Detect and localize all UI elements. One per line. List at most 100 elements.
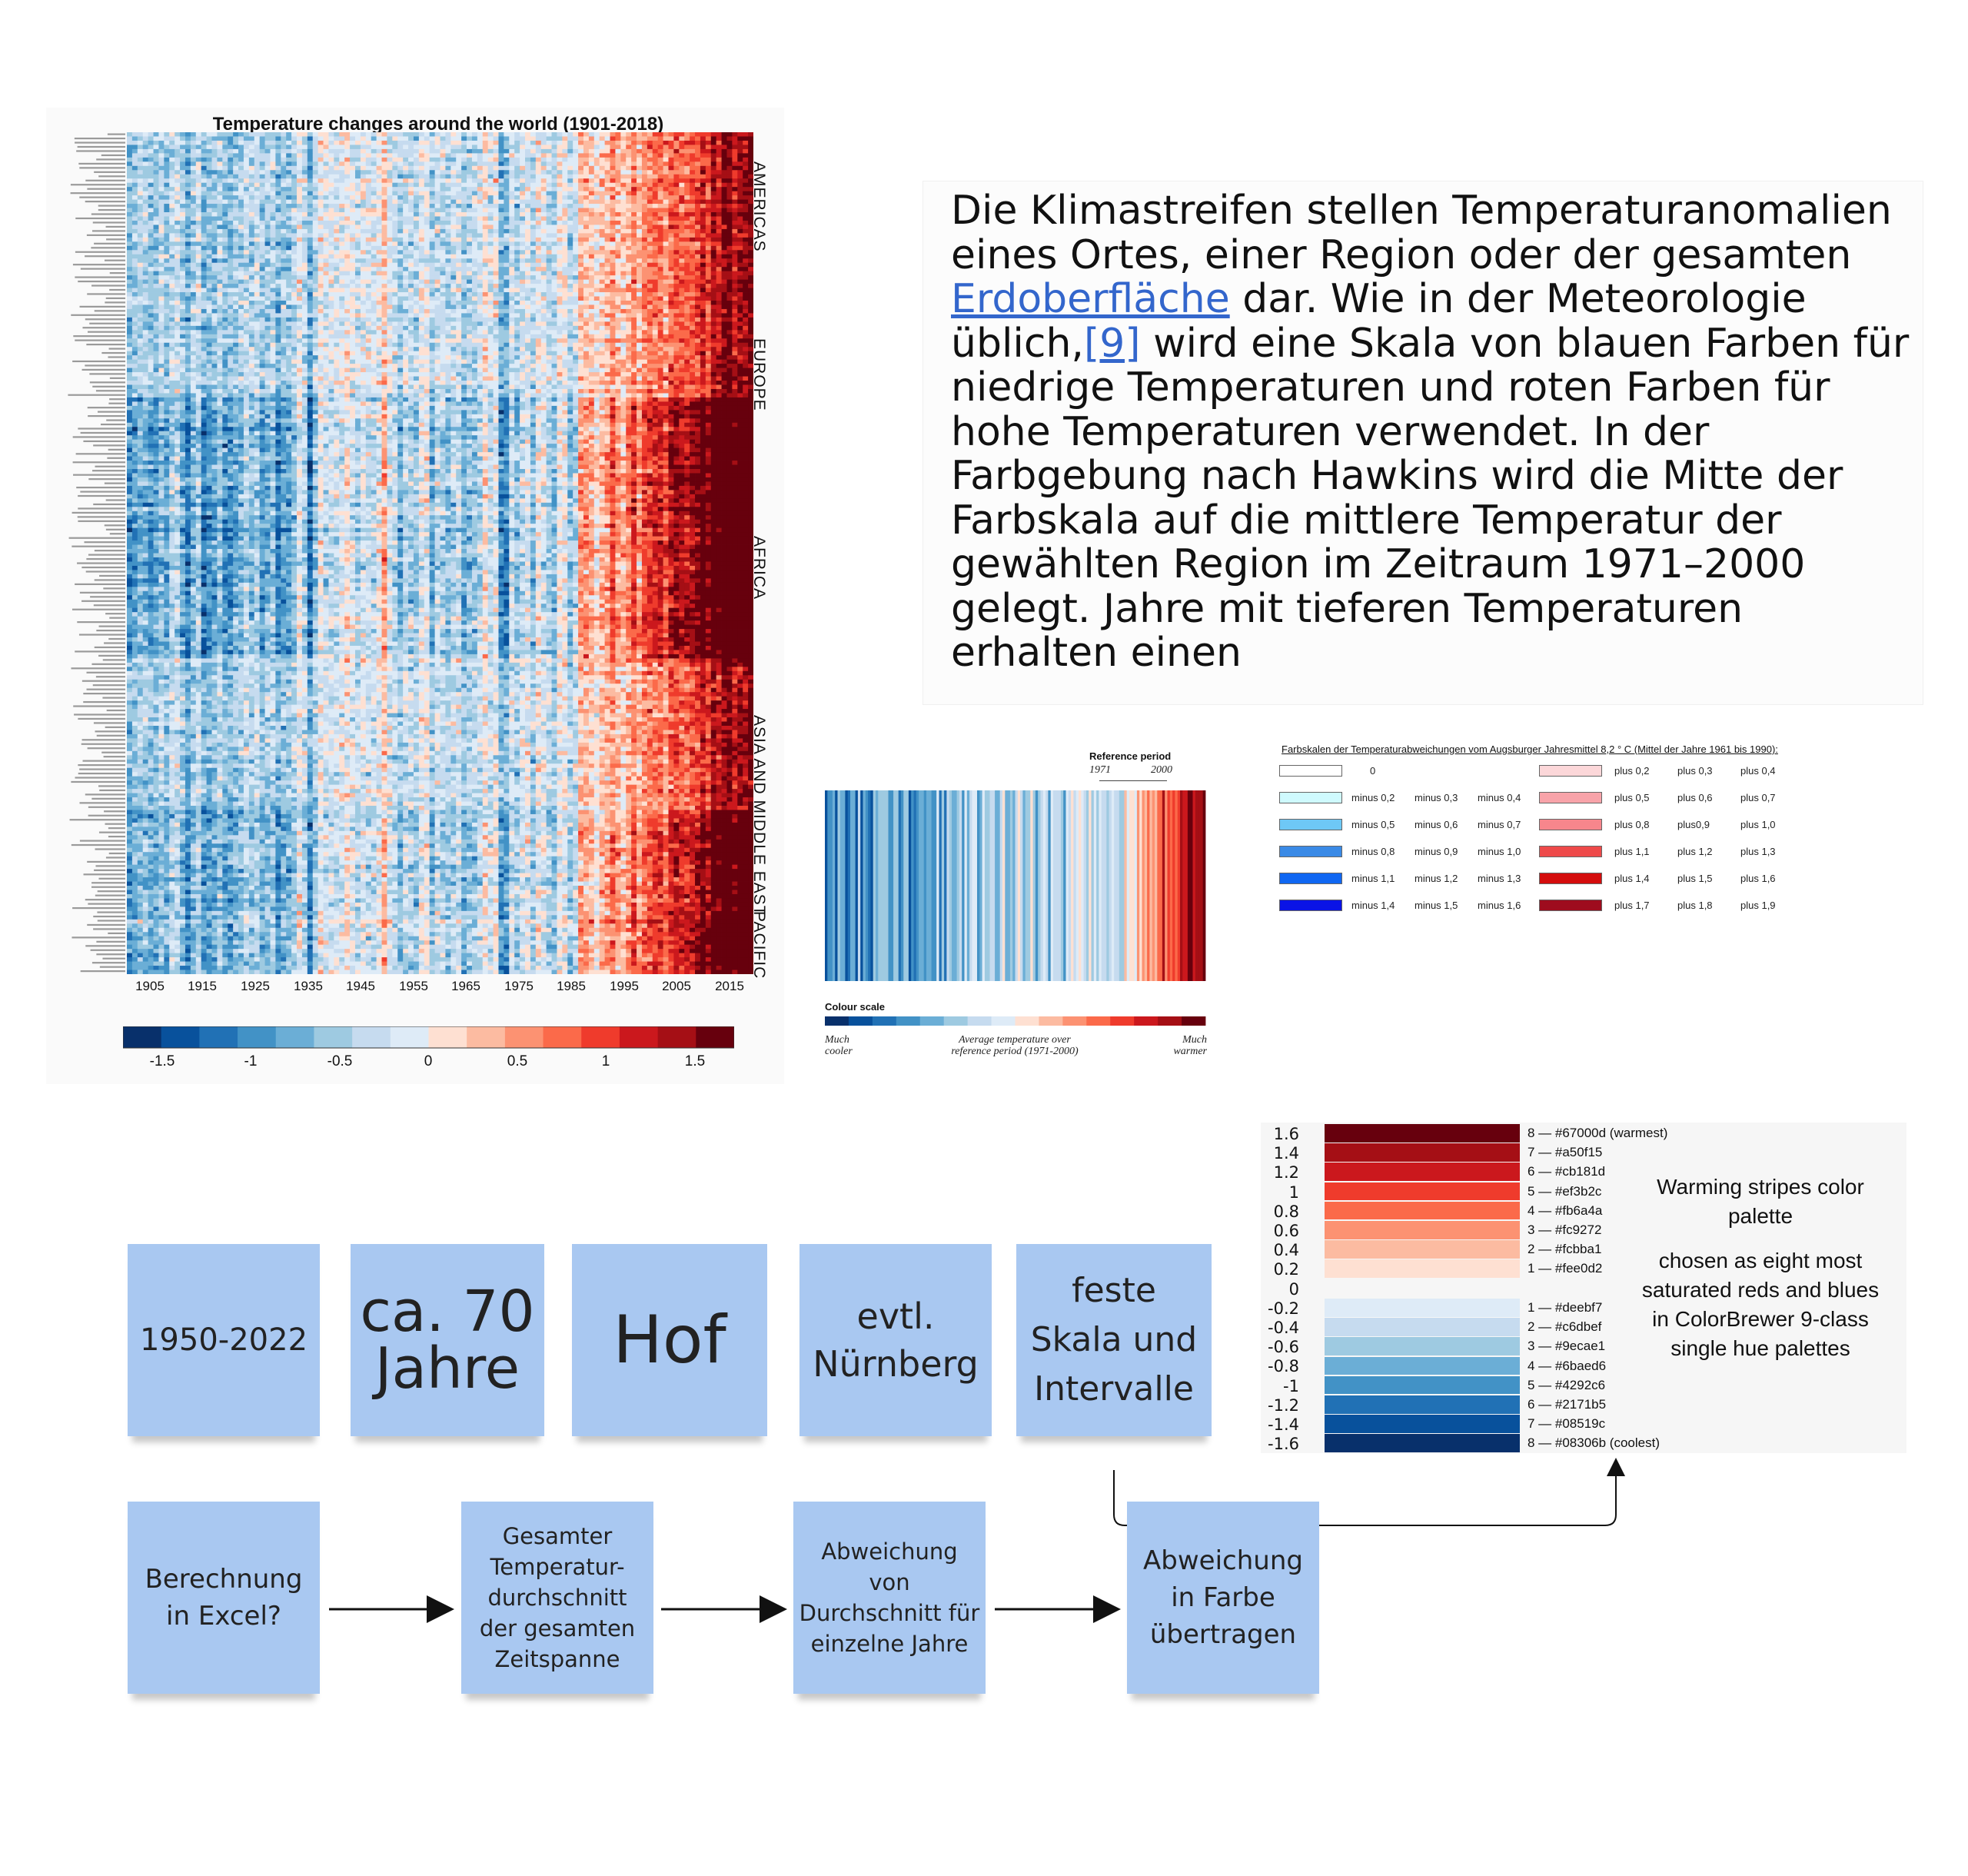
heatmap-cell bbox=[445, 157, 451, 162]
heatmap-cell bbox=[195, 279, 202, 284]
heatmap-cell bbox=[158, 187, 165, 192]
heatmap-cell bbox=[397, 254, 404, 259]
heatmap-cell bbox=[164, 262, 170, 268]
heatmap-cell bbox=[233, 250, 239, 255]
heatmap-cell bbox=[254, 258, 261, 264]
heatmap-cell bbox=[317, 199, 324, 205]
heatmap-cell bbox=[626, 195, 632, 201]
heatmap-cell bbox=[211, 187, 218, 192]
heatmap-cell bbox=[615, 225, 621, 230]
heatmap-cell bbox=[328, 275, 334, 281]
heatmap-cell bbox=[557, 254, 563, 259]
heatmap-cell bbox=[546, 288, 552, 293]
heatmap-cell bbox=[663, 195, 669, 201]
heatmap-cell bbox=[695, 262, 701, 268]
heatmap-cell bbox=[567, 267, 573, 272]
heatmap-cell bbox=[695, 233, 701, 238]
heatmap-cell bbox=[206, 182, 212, 188]
heatmap-cell bbox=[413, 216, 420, 221]
heatmap-cell bbox=[307, 292, 314, 297]
heatmap-cell bbox=[679, 241, 685, 247]
heatmap-cell bbox=[387, 275, 393, 281]
heatmap-cell bbox=[158, 148, 165, 154]
heatmap-cell bbox=[153, 308, 159, 314]
heatmap-cell bbox=[551, 140, 557, 145]
heatmap-cell bbox=[264, 245, 271, 251]
heatmap-cell bbox=[217, 262, 223, 268]
heatmap-cell bbox=[540, 228, 547, 234]
heatmap-cell bbox=[228, 182, 234, 188]
heatmap-cell bbox=[467, 165, 473, 171]
heatmap-cell bbox=[705, 237, 712, 242]
heatmap-cell bbox=[721, 233, 727, 238]
heatmap-cell bbox=[270, 304, 276, 310]
heatmap-cell bbox=[376, 245, 382, 251]
heatmap-cell bbox=[180, 308, 186, 314]
heatmap-cell bbox=[270, 182, 276, 188]
heatmap-cell bbox=[371, 225, 377, 230]
heatmap-cell bbox=[195, 178, 202, 184]
heatmap-cell bbox=[281, 132, 287, 137]
heatmap-cell bbox=[381, 267, 387, 272]
heatmap-cell bbox=[228, 245, 234, 251]
heatmap-cell bbox=[546, 250, 552, 255]
heatmap-cell bbox=[190, 161, 197, 167]
heatmap-cell bbox=[690, 182, 696, 188]
heatmap-cell bbox=[127, 258, 133, 264]
heatmap-cell bbox=[429, 258, 435, 264]
heatmap-cell bbox=[562, 170, 568, 175]
heatmap-cell bbox=[663, 275, 669, 281]
heatmap-cell bbox=[206, 195, 212, 201]
heatmap-cell bbox=[413, 254, 420, 259]
heatmap-cell bbox=[360, 250, 367, 255]
heatmap-cell bbox=[721, 204, 727, 208]
heatmap-cell bbox=[243, 191, 250, 196]
heatmap-cell bbox=[434, 216, 440, 221]
heatmap-cell bbox=[158, 279, 165, 284]
heatmap-cell bbox=[211, 170, 218, 175]
heatmap-cell bbox=[238, 153, 244, 158]
heatmap-cell bbox=[557, 288, 563, 293]
heatmap-cell bbox=[540, 157, 547, 162]
heatmap-cell bbox=[387, 304, 393, 310]
heatmap-cell bbox=[482, 208, 489, 213]
heatmap-cell bbox=[142, 212, 149, 217]
heatmap-cell bbox=[281, 250, 287, 255]
heatmap-cell bbox=[434, 132, 440, 137]
heatmap-cell bbox=[158, 254, 165, 259]
heatmap-cell bbox=[175, 208, 181, 213]
heatmap-cell bbox=[376, 237, 382, 242]
heatmap-cell bbox=[148, 220, 154, 225]
heatmap-cell bbox=[440, 304, 446, 310]
heatmap-cell bbox=[599, 292, 606, 297]
heatmap-cell bbox=[190, 220, 197, 225]
heatmap-cell bbox=[610, 191, 616, 196]
heatmap-cell bbox=[440, 140, 446, 145]
heatmap-cell bbox=[647, 161, 653, 167]
heatmap-cell bbox=[705, 212, 712, 217]
heatmap-cell bbox=[307, 153, 314, 158]
heatmap-cell bbox=[673, 136, 680, 141]
heatmap-cell bbox=[206, 271, 212, 276]
heatmap-cell bbox=[668, 279, 674, 284]
heatmap-cell bbox=[397, 145, 404, 150]
heatmap-cell bbox=[652, 153, 659, 158]
heatmap-cell bbox=[334, 284, 340, 288]
heatmap-cell bbox=[604, 233, 610, 238]
heatmap-cell bbox=[413, 165, 420, 171]
heatmap-cell bbox=[317, 132, 324, 137]
heatmap-cell bbox=[137, 195, 144, 201]
heatmap-cell bbox=[339, 237, 345, 242]
heatmap-cell bbox=[487, 288, 494, 293]
heatmap-cell bbox=[180, 279, 186, 284]
heatmap-cell bbox=[142, 187, 149, 192]
heatmap-cell bbox=[206, 216, 212, 221]
heatmap-cell bbox=[222, 165, 228, 171]
heatmap-cell bbox=[376, 187, 382, 192]
heatmap-cell bbox=[514, 145, 520, 150]
heatmap-cell bbox=[471, 145, 478, 150]
heatmap-cell bbox=[434, 157, 440, 162]
heatmap-cell bbox=[413, 191, 420, 196]
heatmap-cell bbox=[254, 199, 261, 205]
heatmap-cell bbox=[184, 191, 191, 196]
